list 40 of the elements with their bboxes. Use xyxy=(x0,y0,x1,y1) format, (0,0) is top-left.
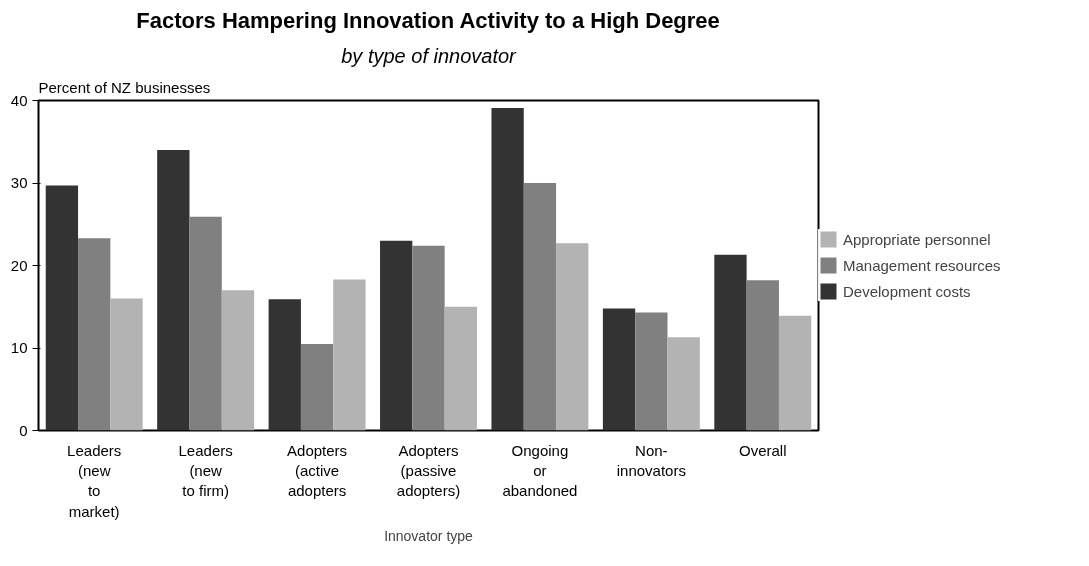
bar xyxy=(45,185,79,431)
y-tick-label: 10 xyxy=(10,339,28,356)
bar xyxy=(300,343,334,431)
legend-label: Appropriate personnel xyxy=(843,230,991,248)
x-tick-label: Non- innovators xyxy=(616,441,686,479)
y-tick-label: 0 xyxy=(19,421,28,439)
bar xyxy=(667,337,700,431)
bar xyxy=(268,299,301,431)
bar xyxy=(714,254,747,431)
bar xyxy=(189,216,222,431)
x-tick-label: Adopters (passive adopters) xyxy=(396,441,461,500)
bar xyxy=(157,150,190,431)
bar xyxy=(556,243,589,431)
x-tick-label: Ongoing or abandoned xyxy=(502,441,578,500)
bar xyxy=(491,107,524,431)
bar xyxy=(523,183,557,431)
chart-subtitle: by type of innovator xyxy=(341,44,518,67)
y-axis-title: Percent of NZ businesses xyxy=(38,78,211,96)
bar xyxy=(635,312,668,431)
bar xyxy=(333,279,366,431)
bar xyxy=(778,315,812,431)
y-tick-label: 40 xyxy=(10,91,28,109)
bar xyxy=(444,306,477,431)
chart-title: Factors Hampering Innovation Activity to a High Degree xyxy=(136,7,720,33)
x-tick-label: Leaders (new to market) xyxy=(67,441,122,520)
y-tick-label: 30 xyxy=(10,174,28,191)
x-tick-label: Leaders (new to firm) xyxy=(178,441,233,500)
x-tick-label: Adopters (active adopters xyxy=(287,441,348,500)
bar xyxy=(746,280,779,431)
legend-label: Management resources xyxy=(843,256,1001,274)
x-axis-title: Innovator type xyxy=(384,527,474,544)
y-tick-label: 20 xyxy=(10,256,28,274)
bar xyxy=(380,240,413,431)
legend-label: Development costs xyxy=(843,282,971,300)
bar xyxy=(110,298,143,431)
bar xyxy=(602,308,636,431)
bar xyxy=(78,238,111,431)
bar xyxy=(412,245,445,431)
x-tick-label: Overall xyxy=(739,441,787,459)
bar xyxy=(221,290,255,431)
